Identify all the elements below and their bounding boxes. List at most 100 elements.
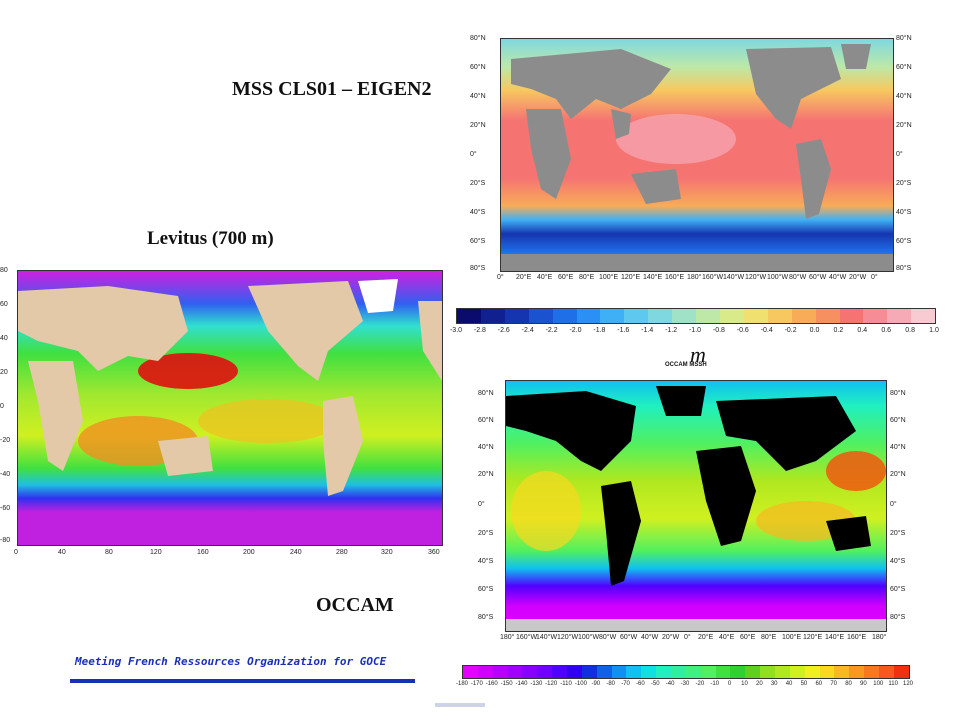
colorbar-tick-label: -140 (515, 681, 528, 687)
occam-lon-label: 20°E (698, 634, 714, 641)
colorbar-swatch (863, 309, 888, 323)
colorbar-tick-label: 0.4 (857, 327, 868, 334)
mss-lat-label: 40°N (896, 93, 912, 100)
colorbar-tick-label: -0.6 (736, 327, 749, 334)
mss-lat-label: 40°S (896, 209, 912, 216)
colorbar-tick-label: 0 (727, 681, 732, 687)
colorbar-swatch (626, 666, 642, 678)
mss-lon-label: 160°W (702, 274, 724, 281)
mss-lon-label: 60°W (809, 274, 827, 281)
mss-lat-label: 60°S (896, 238, 912, 245)
colorbar-swatch (685, 666, 701, 678)
colorbar-tick-label: -110 (560, 681, 572, 687)
levitus-lat-label: 0 (0, 403, 4, 410)
mss-lat-label: 60°N (470, 64, 486, 71)
occam-map (505, 380, 887, 632)
colorbar-tick-label: -80 (606, 681, 615, 687)
mss-lat-label: 20°N (896, 122, 912, 129)
colorbar-tick-label: -1.8 (593, 327, 606, 334)
levitus-lon-label: 0 (14, 549, 18, 556)
levitus-lon-label: 200 (243, 549, 255, 556)
colorbar-swatch (730, 666, 746, 678)
levitus-lon-label: 40 (58, 549, 66, 556)
occam-lon-label: 180° (500, 634, 515, 641)
colorbar-tick-label: -1.4 (641, 327, 654, 334)
colorbar-swatch (600, 309, 625, 323)
mss-lon-label: 140°W (723, 274, 745, 281)
colorbar-swatch (641, 666, 657, 678)
colorbar-swatch (480, 309, 505, 323)
colorbar-tick-label: 80 (845, 681, 852, 687)
colorbar-swatch (552, 666, 568, 678)
occam-lat-label: 0° (478, 501, 485, 508)
colorbar-swatch (743, 309, 768, 323)
colorbar-tick-label: 20 (755, 681, 763, 687)
colorbar-swatch (815, 309, 840, 323)
colorbar-tick-label: -0.8 (712, 327, 725, 334)
colorbar-swatch (648, 309, 673, 323)
colorbar-swatch (567, 666, 582, 678)
colorbar-tick-label: -1.2 (665, 327, 678, 334)
colorbar-swatch (552, 309, 577, 323)
occam-lon-label: 20°W (662, 634, 680, 641)
mss-lon-label: 20°E (516, 274, 532, 281)
mss-lat-axis-left: 80°N 60°N 40°N 20°N 0° 20°S 40°S 60°S 80… (470, 35, 498, 272)
mss-lon-label: 100°E (599, 274, 619, 281)
occam-lon-label: 140°E (825, 634, 845, 641)
colorbar-swatch (760, 666, 776, 678)
mss-lon-label: 100°W (767, 274, 789, 281)
levitus-lon-label: 280 (336, 549, 348, 556)
colorbar-swatch (893, 666, 909, 678)
occam-lat-axis-right: 80°N 60°N 40°N 20°N 0° 20°S 40°S 60°S 80… (890, 380, 920, 630)
colorbar-swatch (504, 309, 529, 323)
colorbar-tick-label: -2.8 (473, 327, 486, 334)
colorbar-swatch (656, 666, 672, 678)
colorbar-tick-label: 60 (815, 681, 823, 687)
mss-colorbar (456, 308, 936, 324)
mss-lat-label: 0° (470, 151, 477, 158)
colorbar-swatch (492, 666, 508, 678)
occam-lon-label: 120°W (557, 634, 579, 641)
levitus-lat-label: 40 (0, 335, 8, 342)
colorbar-swatch (819, 666, 835, 678)
mss-lon-label: 120°W (745, 274, 767, 281)
colorbar-tick-label: -120 (545, 681, 558, 687)
mss-lat-axis-right: 80°N 60°N 40°N 20°N 0° 20°S 40°S 60°S 80… (896, 35, 926, 272)
colorbar-swatch (624, 309, 649, 323)
mss-lat-label: 20°N (470, 122, 486, 129)
colorbar-swatch (745, 666, 761, 678)
levitus-lat-label: -60 (0, 505, 11, 512)
mss-lat-label: 60°S (470, 238, 486, 245)
colorbar-tick-label: -1.6 (617, 327, 630, 334)
colorbar-tick-label: -2.2 (545, 327, 558, 334)
colorbar-swatch (791, 309, 816, 323)
mss-lon-label: 160°E (665, 274, 685, 281)
mss-lon-label: 120°E (621, 274, 641, 281)
occam-map-header: OCCAM MSSH (665, 362, 707, 368)
occam-lat-label: 40°S (890, 558, 906, 565)
colorbar-tick-label: -3.0 (449, 327, 463, 334)
mss-lat-label: 20°S (470, 180, 486, 187)
colorbar-swatch (700, 666, 716, 678)
colorbar-swatch (477, 666, 493, 678)
occam-lat-label: 20°N (478, 471, 494, 478)
occam-lat-label: 80°S (890, 614, 906, 621)
colorbar-swatch (611, 666, 627, 678)
colorbar-tick-label: -0.2 (784, 327, 797, 334)
levitus-lat-label: 60 (0, 301, 8, 308)
colorbar-tick-label: -180 (455, 681, 469, 687)
mss-lat-label: 80°S (896, 265, 912, 272)
colorbar-tick-label: 70 (830, 681, 837, 687)
colorbar-swatch (507, 666, 523, 678)
occam-lat-label: 80°N (478, 390, 494, 397)
mss-lon-label: 0° (871, 274, 878, 281)
colorbar-swatch (834, 666, 850, 678)
occam-lat-label: 40°S (478, 558, 494, 565)
colorbar-tick-label: -50 (650, 681, 660, 687)
levitus-lon-label: 120 (150, 549, 162, 556)
mss-lat-label: 80°N (470, 35, 486, 42)
occam-lat-label: 20°S (890, 530, 906, 537)
colorbar-swatch (719, 309, 744, 323)
levitus-lon-label: 240 (290, 549, 302, 556)
mss-lat-label: 60°N (896, 64, 912, 71)
